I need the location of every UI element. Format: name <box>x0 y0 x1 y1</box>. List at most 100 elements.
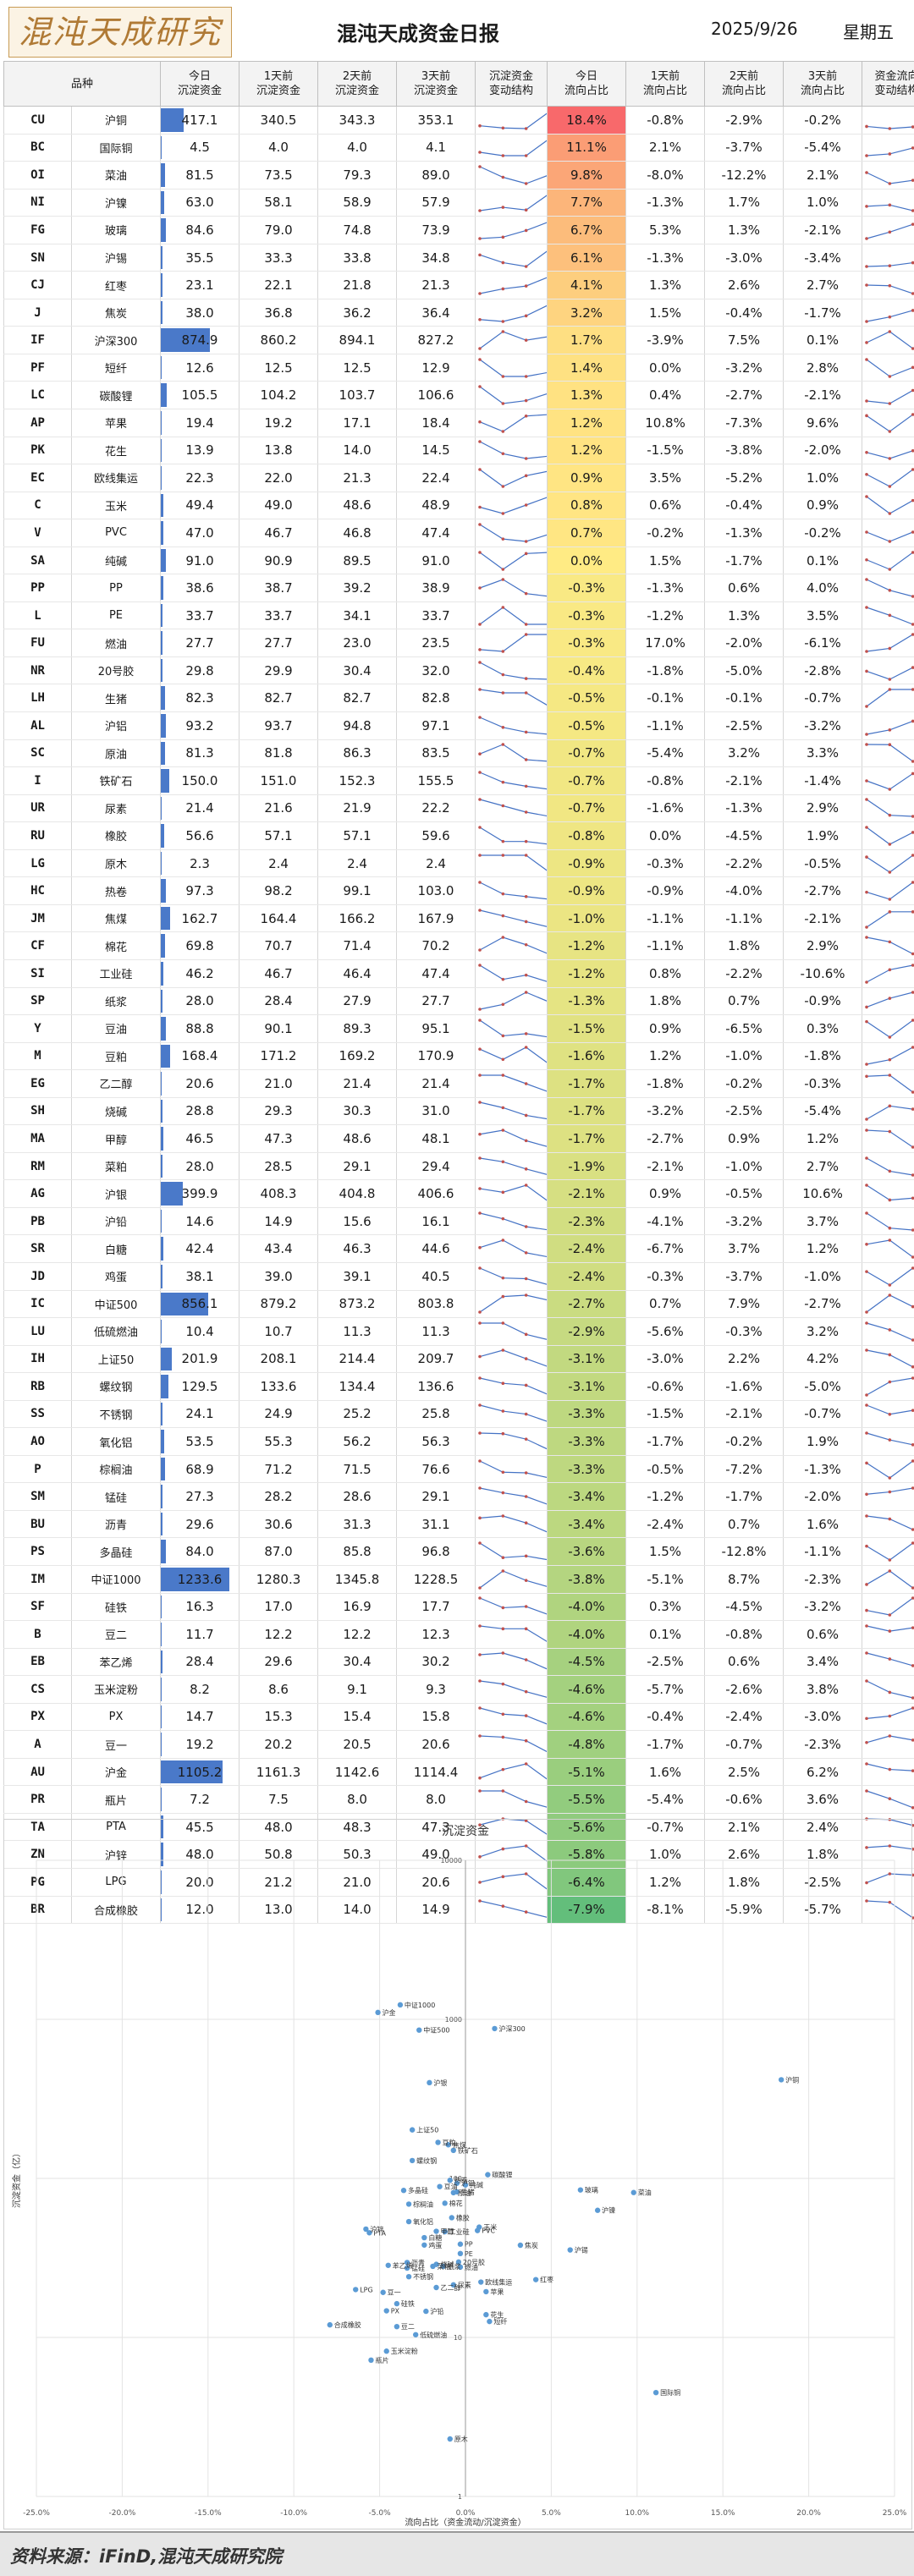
cell-ratio-r2: -0.4% <box>705 299 784 327</box>
cell-flow-structure <box>862 1152 914 1180</box>
cell-today-ratio: -0.9% <box>548 849 626 877</box>
sparkline-marker <box>889 1199 892 1202</box>
cell-ratio-r2: -0.2% <box>705 1428 784 1456</box>
cell-name: 菜油 <box>72 162 161 189</box>
cell-fund-d1: 81.8 <box>240 739 318 767</box>
cell-code: C <box>4 492 72 519</box>
cell-fund-d3: 15.8 <box>397 1703 476 1731</box>
cell-ratio-r2: -12.8% <box>705 1538 784 1566</box>
sparkline-marker <box>889 1227 892 1230</box>
cell-today-ratio: 18.4% <box>548 107 626 135</box>
fund-sparkline <box>476 162 548 188</box>
sparkline-marker <box>478 1133 482 1136</box>
cell-ratio-r2: -4.0% <box>705 877 784 905</box>
cell-ratio-r3: -1.4% <box>784 767 862 795</box>
cell-today-ratio: -0.8% <box>548 822 626 850</box>
cell-ratio-r1: -2.7% <box>626 1125 705 1153</box>
cell-fund-d1: 408.3 <box>240 1180 318 1208</box>
scatter-point <box>416 2027 421 2032</box>
cell-ratio-r1: 2.1% <box>626 134 705 162</box>
cell-ratio-r3: 2.9% <box>784 932 862 960</box>
cell-ratio-r1: 0.0% <box>626 822 705 850</box>
cell-today-fund: 56.6 <box>161 822 240 850</box>
fund-sparkline <box>476 685 548 711</box>
cell-name: 豆一 <box>72 1731 161 1759</box>
sparkline-marker <box>865 855 868 859</box>
cell-fund-d1: 12.5 <box>240 354 318 382</box>
cell-fund-structure <box>476 629 548 657</box>
sparkline-line <box>480 194 548 211</box>
sparkline-marker <box>525 840 528 843</box>
cell-ratio-r2: -1.6% <box>705 1373 784 1401</box>
fund-sparkline <box>476 245 548 271</box>
cell-flow-structure <box>862 574 914 602</box>
cell-today-fund: 20.6 <box>161 1070 240 1098</box>
fund-databar <box>161 108 184 132</box>
cell-fund-structure <box>476 107 548 135</box>
cell-fund-d1: 71.2 <box>240 1455 318 1483</box>
sparkline-marker <box>525 1140 528 1143</box>
fund-value: 49.4 <box>185 497 213 513</box>
sparkline-line <box>867 112 914 129</box>
cell-fund-d3: 33.7 <box>397 601 476 629</box>
fund-sparkline <box>476 713 548 739</box>
cell-code: LC <box>4 382 72 409</box>
sparkline-line <box>480 139 548 156</box>
cell-ratio-r3: -0.7% <box>784 684 862 712</box>
cell-today-fund: 91.0 <box>161 547 240 574</box>
cell-name: 纸浆 <box>72 987 161 1015</box>
cell-today-ratio: -3.3% <box>548 1400 626 1428</box>
cell-fund-d2: 58.9 <box>318 189 397 217</box>
scatter-point-label: 沪镍 <box>602 2206 615 2215</box>
sparkline-marker <box>889 613 892 617</box>
cell-fund-d3: 22.2 <box>397 794 476 822</box>
cell-fund-d1: 860.2 <box>240 327 318 354</box>
cell-ratio-r3: -3.2% <box>784 712 862 740</box>
sparkline-line <box>867 689 914 706</box>
cell-ratio-r1: -1.2% <box>626 601 705 629</box>
cell-ratio-r1: -0.1% <box>626 684 705 712</box>
sparkline-marker <box>478 1266 482 1270</box>
cell-fund-structure <box>476 1621 548 1649</box>
sparkline-marker <box>889 1715 892 1718</box>
sparkline-marker <box>889 997 892 1001</box>
scatter-point-label: 沪银 <box>433 2079 447 2087</box>
sparkline-marker <box>889 284 892 288</box>
cell-fund-structure <box>476 1097 548 1125</box>
cell-today-fund: 150.0 <box>161 767 240 795</box>
cell-fund-d1: 4.0 <box>240 134 318 162</box>
flow-sparkline <box>862 1760 914 1785</box>
cell-today-ratio: -2.9% <box>548 1318 626 1346</box>
cell-today-ratio: -4.0% <box>548 1621 626 1649</box>
cell-fund-d2: 74.8 <box>318 217 397 244</box>
scatter-point <box>653 2390 658 2395</box>
sparkline-line <box>480 662 548 679</box>
cell-name: 原油 <box>72 739 161 767</box>
fund-value: 35.5 <box>185 250 213 266</box>
cell-ratio-r2: 1.8% <box>705 932 784 960</box>
cell-ratio-r1: -1.5% <box>626 437 705 464</box>
sparkline-marker <box>865 650 868 653</box>
cell-fund-structure <box>476 217 548 244</box>
sparkline-marker <box>525 284 528 288</box>
cell-ratio-r2: -2.5% <box>705 712 784 740</box>
fund-sparkline <box>476 1539 548 1564</box>
cell-today-fund: 162.7 <box>161 904 240 932</box>
sparkline-line <box>480 525 548 541</box>
cell-ratio-r3: 6.2% <box>784 1758 862 1786</box>
cell-code: JM <box>4 904 72 932</box>
sparkline-marker <box>502 330 505 333</box>
cell-today-ratio: -1.7% <box>548 1070 626 1098</box>
sparkline-marker <box>889 1613 892 1617</box>
sparkline-marker <box>889 1629 892 1633</box>
cell-fund-structure <box>476 601 548 629</box>
chart-title: 沉淀资金 <box>442 1825 489 1838</box>
scatter-point-label: 硅铁 <box>401 2299 415 2308</box>
cell-fund-d1: 2.4 <box>240 849 318 877</box>
scatter-point <box>413 2332 418 2337</box>
sparkline-marker <box>865 936 868 939</box>
